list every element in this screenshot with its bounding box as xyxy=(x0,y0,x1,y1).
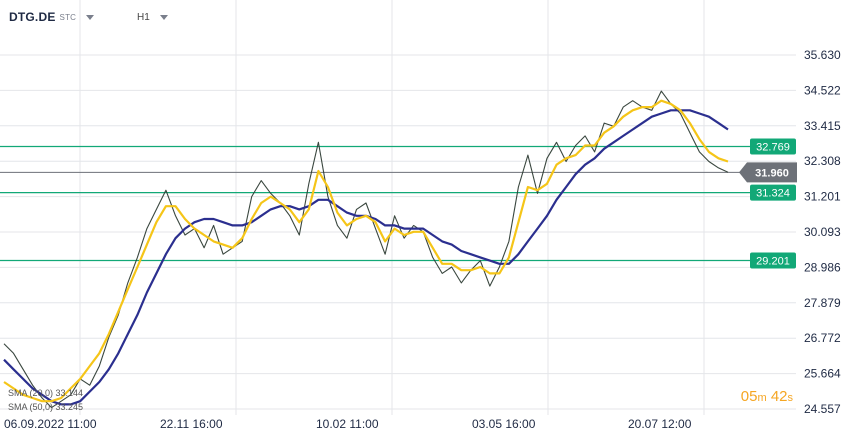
current-price-tag: 31.960 xyxy=(755,167,789,179)
y-tick-label: 24.557 xyxy=(804,402,841,416)
chart-series xyxy=(3,90,729,409)
candle-countdown: 05m 42s xyxy=(741,388,793,405)
timer-minutes: 05 xyxy=(740,388,758,405)
y-tick-label: 32.308 xyxy=(804,154,841,168)
y-tick-label: 26.772 xyxy=(804,331,841,345)
y-tick-label: 35.630 xyxy=(804,48,841,62)
series-sma_slow xyxy=(3,109,729,406)
y-tick-label: 31.201 xyxy=(804,190,841,204)
x-tick-label: 03.05 16:00 xyxy=(472,417,536,431)
y-tick-label: 33.415 xyxy=(804,119,841,133)
y-tick-label: 27.879 xyxy=(804,296,841,310)
legend-sma-slow: SMA (50,0) 33.245 xyxy=(8,402,83,412)
level-tag: 31.324 xyxy=(756,188,790,200)
symbol-type-badge: STC xyxy=(59,12,77,22)
x-tick-label: 20.07 12:00 xyxy=(628,417,692,431)
horizontal-levels xyxy=(0,145,796,262)
y-tick-label: 25.664 xyxy=(804,367,841,381)
timeframe-label: H1 xyxy=(137,11,150,23)
timer-sec-unit: s xyxy=(787,392,794,404)
legend-sma-fast: SMA (20,0) 33.144 xyxy=(8,388,83,398)
y-tick-label: 34.522 xyxy=(804,83,841,97)
level-tag-bg xyxy=(750,252,796,269)
indicator-legend: SMA (20,0) 33.144 SMA (50,0) 33.245 xyxy=(8,388,83,412)
chevron-down-icon[interactable] xyxy=(86,14,95,20)
level-tag-bg xyxy=(750,138,796,155)
x-tick-label: 10.02 11:00 xyxy=(316,417,379,431)
x-axis: 06.09.2022 11:00 22.11 16:00 10.02 11:00 03… xyxy=(4,417,692,431)
series-price xyxy=(3,90,729,409)
timeframe-selector[interactable]: H1 xyxy=(137,8,168,26)
y-tick-label: 28.986 xyxy=(804,260,841,274)
timer-min-unit: m xyxy=(757,392,767,404)
symbol-name: DTG.DE xyxy=(9,10,56,24)
y-axis: 35.630 34.522 33.415 32.308 31.201 30.093 28.9… xyxy=(804,48,841,416)
y-tick-label: 30.093 xyxy=(804,225,841,239)
timer-seconds: 42 xyxy=(770,388,788,405)
chart-grid xyxy=(0,0,796,415)
price-tags: 32.769 31.324 29.201 31.960 xyxy=(739,138,797,269)
level-tag: 32.769 xyxy=(756,141,790,153)
symbol-selector[interactable]: DTG.DE STC xyxy=(9,8,95,26)
level-tag-bg xyxy=(750,184,796,201)
x-tick-label: 22.11 16:00 xyxy=(160,417,223,431)
chevron-down-icon[interactable] xyxy=(159,14,168,20)
series-sma_fast xyxy=(3,99,729,403)
x-tick-label: 06.09.2022 11:00 xyxy=(4,417,97,431)
level-tag: 29.201 xyxy=(756,256,790,268)
current-price-tag-bg xyxy=(739,162,797,183)
